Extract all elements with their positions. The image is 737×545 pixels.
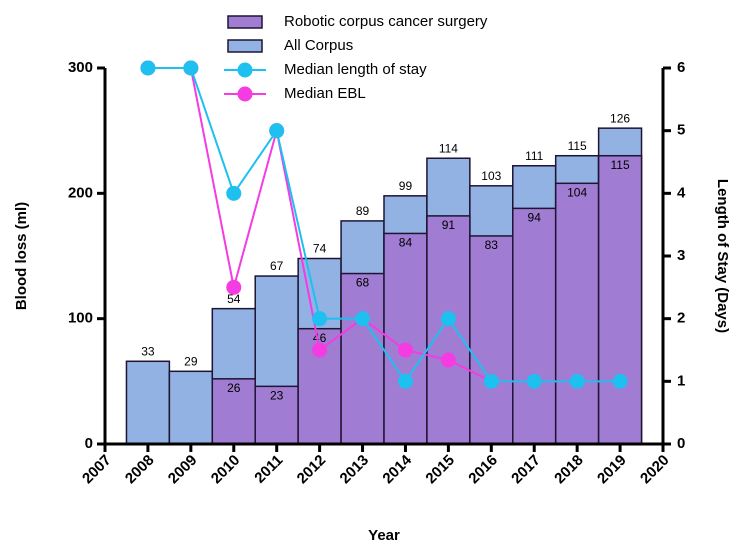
x-tick-label: 2007 xyxy=(79,452,115,488)
legend-label: All Corpus xyxy=(284,37,353,54)
x-tick-label: 2011 xyxy=(251,452,286,487)
data-label: 104 xyxy=(567,185,587,199)
y2-tick-label: 2 xyxy=(677,310,685,327)
data-label: 114 xyxy=(439,141,458,155)
y-tick-label: 100 xyxy=(68,310,93,327)
bar xyxy=(340,272,385,445)
bar xyxy=(469,235,514,445)
x-tick-label: 2018 xyxy=(551,452,587,488)
bar xyxy=(254,385,299,445)
bar xyxy=(554,182,600,445)
data-label: 89 xyxy=(356,204,370,218)
point xyxy=(397,342,413,358)
x-tick-label: 2014 xyxy=(379,451,415,487)
data-label: 67 xyxy=(270,259,284,273)
y2-tick-label: 0 xyxy=(677,435,685,452)
bar xyxy=(168,370,214,445)
legend-swatch xyxy=(227,15,263,29)
point xyxy=(226,279,242,295)
data-label: 83 xyxy=(485,238,499,252)
point xyxy=(355,311,371,327)
y2-tick-label: 1 xyxy=(677,372,685,389)
data-label: 126 xyxy=(610,111,630,125)
x-tick-label: 2012 xyxy=(294,452,330,488)
legend-label: Median length of stay xyxy=(284,61,427,78)
x-tick-label: 2017 xyxy=(508,452,544,488)
y2-tick-label: 4 xyxy=(677,184,686,201)
data-label: 99 xyxy=(399,179,413,193)
y-axis-label: Blood loss (ml) xyxy=(13,202,30,310)
y2-tick-label: 3 xyxy=(677,247,685,264)
point xyxy=(183,60,199,76)
data-label: 91 xyxy=(442,218,456,232)
legend-label: Median EBL xyxy=(284,85,366,102)
data-label: 111 xyxy=(525,149,544,163)
x-tick-label: 2019 xyxy=(594,452,630,488)
x-axis-label: Year xyxy=(368,527,400,544)
data-label: 74 xyxy=(313,242,327,256)
point xyxy=(612,373,628,389)
x-tick-label: 2020 xyxy=(637,452,673,488)
data-label: 115 xyxy=(568,139,587,153)
legend-swatch xyxy=(237,62,253,78)
x-tick-label: 2013 xyxy=(337,452,373,488)
bar xyxy=(125,360,171,445)
data-label: 68 xyxy=(356,276,370,290)
y-tick-label: 300 xyxy=(68,59,93,76)
data-label: 26 xyxy=(227,381,241,395)
point xyxy=(140,60,156,76)
point xyxy=(440,352,456,368)
data-label: 115 xyxy=(611,158,630,172)
bar xyxy=(597,154,643,445)
point xyxy=(226,185,242,201)
y2-axis-label: Length of Stay (Days) xyxy=(714,179,731,333)
data-label: 84 xyxy=(399,236,413,250)
x-tick-label: 2008 xyxy=(122,452,158,488)
point xyxy=(312,342,328,358)
point xyxy=(397,373,413,389)
y2-tick-label: 5 xyxy=(677,122,685,139)
data-label: 29 xyxy=(184,354,198,368)
point xyxy=(440,311,456,327)
bar xyxy=(426,215,471,445)
y2-tick-label: 6 xyxy=(677,59,685,76)
point xyxy=(312,311,328,327)
x-tick-label: 2009 xyxy=(165,452,201,488)
point xyxy=(269,123,285,139)
bar xyxy=(512,207,557,445)
legend-swatch xyxy=(237,86,253,102)
data-label: 94 xyxy=(528,211,542,225)
point xyxy=(526,373,542,389)
y-tick-label: 0 xyxy=(85,435,93,452)
legend-label: Robotic corpus cancer surgery xyxy=(284,13,488,30)
point xyxy=(483,373,499,389)
data-label: 33 xyxy=(141,344,155,358)
x-tick-label: 2015 xyxy=(422,452,458,488)
data-label: 54 xyxy=(227,292,241,306)
data-label: 23 xyxy=(270,389,284,403)
data-label: 103 xyxy=(481,169,501,183)
x-tick-label: 2016 xyxy=(465,452,501,488)
x-tick-label: 2010 xyxy=(208,452,244,488)
point xyxy=(569,373,585,389)
y-tick-label: 200 xyxy=(68,184,93,201)
legend-swatch xyxy=(227,39,263,53)
